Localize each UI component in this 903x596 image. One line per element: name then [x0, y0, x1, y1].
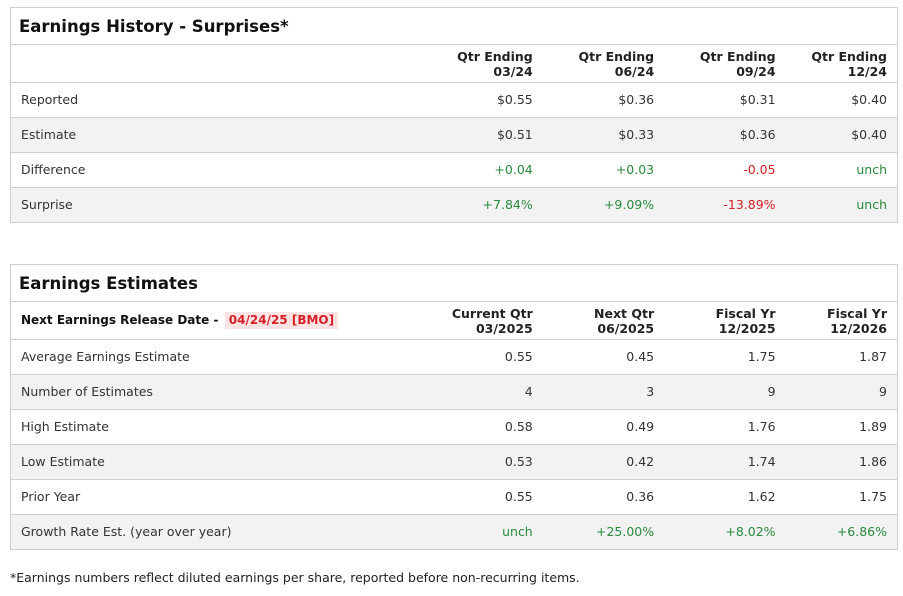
column-header-line2: 12/24 — [847, 63, 887, 79]
cell-value-positive: +7.84% — [482, 197, 533, 213]
column-header-line2: 09/24 — [736, 63, 776, 79]
cell-value-positive: +25.00% — [596, 524, 655, 540]
cell-value: $0.36 — [618, 92, 655, 107]
column-header-line2: 06/24 — [614, 63, 655, 79]
cell-value-unchanged: unch — [856, 197, 887, 213]
cell-value-positive: +9.09% — [603, 197, 655, 213]
row-label: Low Estimate — [21, 454, 105, 469]
earnings-estimates-panel: Earnings Estimates Next Earnings Release… — [10, 264, 898, 550]
earnings-history-panel: Earnings History - Surprises* Qtr Ending… — [10, 7, 898, 223]
column-header-qtr-0624: Qtr Ending 06/24 — [533, 45, 655, 82]
header-spacer — [11, 45, 411, 82]
history-row-surprise: Surprise +7.84% +9.09% -13.89% unch — [11, 187, 897, 222]
cell-value: $0.40 — [851, 127, 887, 142]
estimates-row-high: High Estimate 0.58 0.49 1.76 1.89 — [11, 409, 897, 444]
estimates-row-average: Average Earnings Estimate 0.55 0.45 1.75… — [11, 339, 897, 374]
column-header-line1: Qtr Ending — [457, 48, 533, 64]
cell-value-unchanged: unch — [856, 162, 887, 177]
column-header-line2: 12/2025 — [718, 320, 776, 336]
cell-value: $0.33 — [618, 127, 655, 142]
row-label: High Estimate — [21, 419, 109, 434]
cell-value: 9 — [767, 384, 776, 399]
estimates-row-prior-year: Prior Year 0.55 0.36 1.62 1.75 — [11, 479, 897, 514]
column-header-line2: 03/2025 — [475, 320, 533, 336]
cell-value: 0.36 — [626, 489, 655, 504]
footnote: *Earnings numbers reflect diluted earnin… — [10, 570, 580, 585]
earnings-history-title: Earnings History - Surprises* — [11, 8, 897, 45]
cell-value: 0.45 — [626, 349, 655, 364]
column-header-line2: 03/24 — [493, 63, 533, 79]
column-header-line2: 06/2025 — [597, 320, 655, 336]
column-header-fiscal-yr-2026: Fiscal Yr 12/2026 — [776, 302, 897, 339]
earnings-estimates-title: Earnings Estimates — [11, 265, 897, 302]
cell-value: 0.55 — [504, 489, 533, 504]
cell-value: 1.76 — [747, 419, 776, 434]
column-header-line1: Qtr Ending — [578, 48, 655, 64]
next-release-date-badge: 04/24/25 [BMO] — [224, 311, 339, 329]
cell-value: 4 — [524, 384, 533, 399]
row-label: Growth Rate Est. (year over year) — [21, 524, 232, 540]
cell-value: $0.36 — [739, 127, 776, 142]
cell-value: 0.55 — [504, 349, 533, 364]
column-header-line1: Qtr Ending — [699, 48, 776, 64]
row-label: Prior Year — [21, 489, 81, 504]
row-label: Reported — [21, 92, 79, 107]
cell-value: 3 — [646, 384, 655, 399]
column-header-qtr-0324: Qtr Ending 03/24 — [411, 45, 533, 82]
column-header-line2: 12/2026 — [830, 320, 887, 336]
cell-value-unchanged: unch — [502, 524, 533, 540]
cell-value-positive: +0.03 — [615, 162, 655, 177]
history-row-difference: Difference +0.04 +0.03 -0.05 unch — [11, 152, 897, 187]
cell-value: 9 — [879, 384, 887, 399]
history-row-estimate: Estimate $0.51 $0.33 $0.36 $0.40 — [11, 117, 897, 152]
earnings-estimates-header-row: Next Earnings Release Date - 04/24/25 [B… — [11, 302, 897, 339]
column-header-line1: Current Qtr — [451, 305, 533, 321]
cell-value-positive: +8.02% — [725, 524, 776, 540]
cell-value: 1.62 — [747, 489, 776, 504]
estimates-row-low: Low Estimate 0.53 0.42 1.74 1.86 — [11, 444, 897, 479]
cell-value: $0.51 — [496, 127, 533, 142]
cell-value: $0.31 — [739, 92, 776, 107]
history-row-reported: Reported $0.55 $0.36 $0.31 $0.40 — [11, 82, 897, 117]
cell-value: 1.74 — [747, 454, 776, 469]
cell-value: 1.75 — [859, 489, 887, 504]
column-header-next-qtr: Next Qtr 06/2025 — [533, 302, 654, 339]
cell-value: 0.53 — [504, 454, 533, 469]
column-header-qtr-1224: Qtr Ending 12/24 — [776, 45, 897, 82]
column-header-qtr-0924: Qtr Ending 09/24 — [654, 45, 776, 82]
earnings-estimates-table: Next Earnings Release Date - 04/24/25 [B… — [11, 302, 897, 549]
cell-value: 0.58 — [504, 419, 533, 434]
row-label: Estimate — [21, 127, 77, 142]
column-header-line1: Next Qtr — [594, 305, 655, 321]
row-label: Difference — [21, 162, 86, 177]
row-label: Surprise — [21, 197, 73, 213]
column-header-line1: Qtr Ending — [811, 48, 887, 64]
column-header-line1: Fiscal Yr — [715, 305, 776, 321]
column-header-line1: Fiscal Yr — [827, 305, 887, 321]
estimates-row-growth-rate: Growth Rate Est. (year over year) unch +… — [11, 514, 897, 549]
row-label: Number of Estimates — [21, 384, 153, 399]
row-label: Average Earnings Estimate — [21, 349, 190, 364]
next-release-label: Next Earnings Release Date - — [21, 312, 219, 327]
cell-value: $0.40 — [851, 92, 887, 107]
cell-value: 0.42 — [626, 454, 655, 469]
cell-value: 1.86 — [859, 454, 887, 469]
column-header-current-qtr: Current Qtr 03/2025 — [411, 302, 533, 339]
estimates-row-count: Number of Estimates 4 3 9 9 — [11, 374, 897, 409]
cell-value-negative: -13.89% — [723, 197, 776, 213]
cell-value-positive: +0.04 — [494, 162, 533, 177]
column-header-fiscal-yr-2025: Fiscal Yr 12/2025 — [654, 302, 776, 339]
cell-value: 0.49 — [626, 419, 655, 434]
cell-value-positive: +6.86% — [836, 524, 887, 540]
cell-value: 1.89 — [859, 419, 887, 434]
cell-value: 1.75 — [747, 349, 776, 364]
earnings-history-header-row: Qtr Ending 03/24 Qtr Ending 06/24 Qtr En… — [11, 45, 897, 82]
cell-value: $0.55 — [496, 92, 533, 107]
cell-value: 1.87 — [859, 349, 887, 364]
cell-value-negative: -0.05 — [743, 162, 776, 177]
next-release-header: Next Earnings Release Date - 04/24/25 [B… — [11, 302, 411, 339]
earnings-history-table: Qtr Ending 03/24 Qtr Ending 06/24 Qtr En… — [11, 45, 897, 222]
